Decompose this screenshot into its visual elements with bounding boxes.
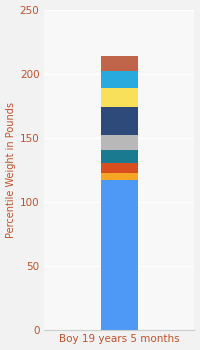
Bar [101,180,138,330]
Bar [101,71,138,88]
Bar [101,107,138,135]
Bar [101,135,138,150]
Bar [101,56,138,71]
Bar [101,150,138,163]
Bar [101,88,138,107]
Bar [101,173,138,180]
Y-axis label: Percentile Weight in Pounds: Percentile Weight in Pounds [6,102,16,238]
Bar [101,163,138,173]
